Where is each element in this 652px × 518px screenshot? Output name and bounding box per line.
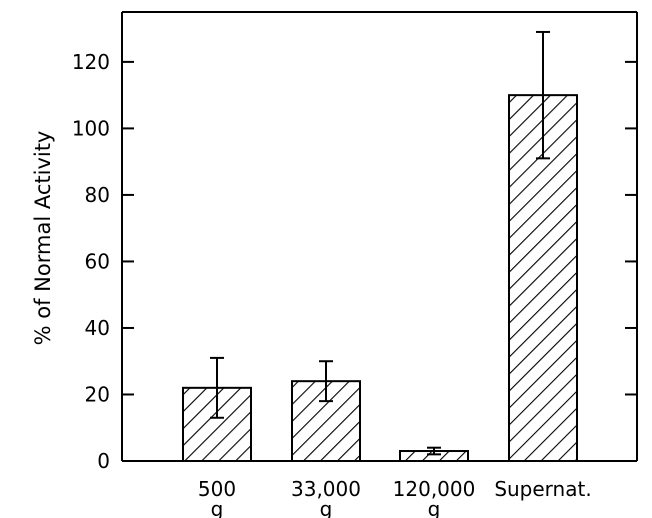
x-tick-label-line2: g — [320, 497, 333, 518]
y-tick-label: 100 — [72, 116, 110, 140]
x-tick-label: Supernat. — [494, 477, 591, 501]
y-tick-label: 60 — [85, 249, 110, 273]
labels-group: 020406080100120500g33,000g120,000gSupern… — [72, 50, 592, 518]
y-axis-label: % of Normal Activity — [31, 131, 55, 346]
bars-group — [182, 94, 578, 462]
y-tick-label: 0 — [97, 449, 110, 473]
y-tick-label: 20 — [85, 382, 110, 406]
x-tick-label-line2: g — [211, 497, 224, 518]
x-tick-label: 500 — [198, 477, 236, 501]
y-tick-label: 80 — [85, 183, 110, 207]
y-tick-label: 40 — [85, 316, 110, 340]
y-tick-label: 120 — [72, 50, 110, 74]
x-tick-label: 120,000 — [393, 477, 476, 501]
x-tick-label: 33,000 — [291, 477, 361, 501]
x-tick-label-line2: g — [428, 497, 441, 518]
error-bars-group — [210, 30, 550, 456]
